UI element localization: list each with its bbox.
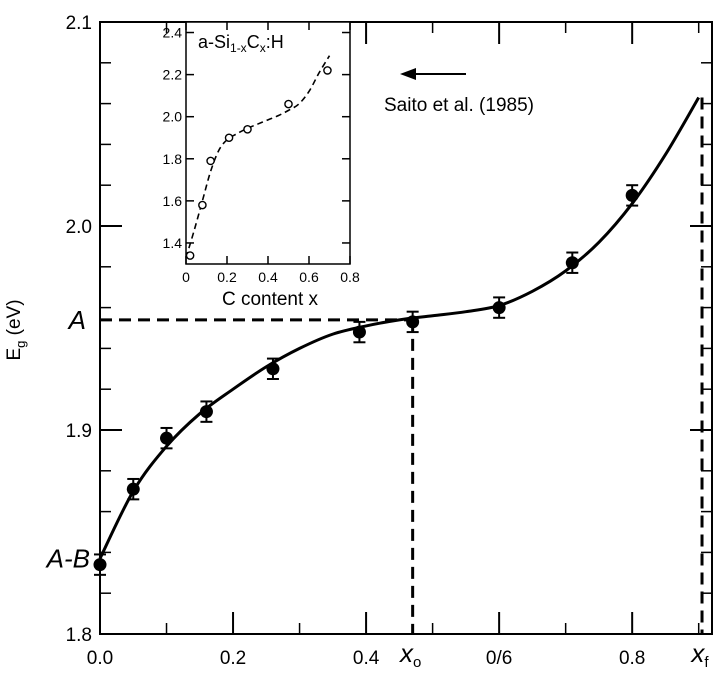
inset-title-part-4: x <box>260 41 266 55</box>
inset-data-marker <box>185 251 195 260</box>
data-point <box>352 320 366 344</box>
inset-x-axis-label: C content x <box>222 289 319 310</box>
reference-note: Saito et al. (1985) <box>384 95 534 116</box>
inset-dashed-curve <box>185 55 331 258</box>
inset-plot-background <box>186 22 350 264</box>
x-tick-label: 0/6 <box>486 648 512 669</box>
inset-y-tick-label: 1.4 <box>163 235 183 251</box>
annotation-a: A <box>67 305 86 335</box>
inset-x-tick-label: 0.6 <box>299 269 319 285</box>
data-marker <box>93 558 107 572</box>
data-point <box>160 426 174 450</box>
x-tick-label: 0.0 <box>87 648 113 669</box>
inset-data-marker <box>206 156 215 166</box>
main-plot-frame <box>99 21 713 635</box>
annotation-x-o-base: x <box>398 638 414 668</box>
inset-plot: 1.41.61.82.02.22.40 0.2 0.4 0.6 0.8 a-Si1-xC… <box>163 21 360 310</box>
data-points <box>93 184 639 576</box>
inset-x-tick-label: 0.8 <box>340 269 360 285</box>
data-point <box>199 400 213 423</box>
inset-ticks: 1.4 1.6 1.8 2.0 2.2 2.4 0 0.2 0.4 0.6 0.8 <box>163 22 360 285</box>
data-marker <box>126 482 140 496</box>
inset-title: a-Si1-xCx:H <box>198 32 284 55</box>
inset-y-tick-label: 1.8 <box>163 151 183 167</box>
inset-x-tick-label: 0.2 <box>217 269 237 285</box>
x-tick-label: 0.2 <box>220 648 246 669</box>
inset-data-marker <box>198 200 207 210</box>
data-point <box>406 310 420 334</box>
data-point <box>266 357 280 380</box>
data-marker <box>352 325 366 339</box>
data-marker <box>199 405 213 419</box>
x-tick-label: 0.8 <box>619 648 645 669</box>
data-point <box>126 477 140 501</box>
annotation-x-f: xf <box>689 638 709 671</box>
annotation-x-o: xo <box>398 638 421 671</box>
y-axis-label-unit: (eV) <box>4 299 25 340</box>
inset-y-tick-label: 2.4 <box>163 25 183 41</box>
main-plot: 1.8 1.9 2.0 2.1 0.0 0.2 0.4 0/6 0.8 Eg (eV) A A-… <box>4 13 713 671</box>
y-axis-label: Eg (eV) <box>4 299 28 360</box>
y-tick-label: 1.8 <box>66 625 92 646</box>
y-tick-label: 1.9 <box>66 421 92 442</box>
y-axis-label-base: E <box>4 348 25 361</box>
y-tick-label: 2.0 <box>66 217 92 238</box>
data-marker <box>160 431 174 445</box>
inset-data-points <box>185 66 332 260</box>
inset-title-part-5: :H <box>266 32 284 52</box>
inset-y-tick-label: 2.0 <box>163 109 183 125</box>
data-marker <box>492 301 506 315</box>
inset-title-part-3: C <box>247 32 260 52</box>
data-marker <box>565 256 579 270</box>
inset-y-tick-label: 1.6 <box>163 193 183 209</box>
y-tick-label: 2.1 <box>66 13 92 34</box>
annotation-x-f-subscript: f <box>704 654 709 671</box>
inset-y-tick-label: 2.2 <box>163 67 183 83</box>
inset-data-marker <box>323 66 332 75</box>
inset-x-tick-label: 0 <box>182 269 190 285</box>
inset-data-marker <box>284 99 293 109</box>
inset-x-tick-label: 0.4 <box>258 269 278 285</box>
data-point <box>565 251 579 274</box>
data-marker <box>625 188 639 202</box>
inset-data-marker <box>243 125 252 134</box>
main-ticks: 1.8 1.9 2.0 2.1 0.0 0.2 0.4 0/6 0.8 <box>66 13 712 669</box>
annotation-x-o-subscript: o <box>413 654 421 671</box>
data-point <box>625 184 639 207</box>
annotation-x-f-base: x <box>689 638 705 668</box>
inset-title-part-1: a-Si <box>198 32 230 52</box>
fit-curve <box>98 96 700 560</box>
inset-data-marker <box>224 133 234 143</box>
annotation-a-minus-b: A-B <box>45 544 90 574</box>
data-marker <box>266 362 280 376</box>
x-tick-label: 0.4 <box>353 648 380 669</box>
data-point <box>492 296 506 319</box>
data-point <box>93 553 107 576</box>
y-axis-label-subscript: g <box>13 341 28 348</box>
reference-lines <box>100 97 704 634</box>
inset-title-part-2: 1-x <box>230 41 247 55</box>
data-marker <box>406 315 420 329</box>
reference-arrow-head <box>400 68 416 80</box>
